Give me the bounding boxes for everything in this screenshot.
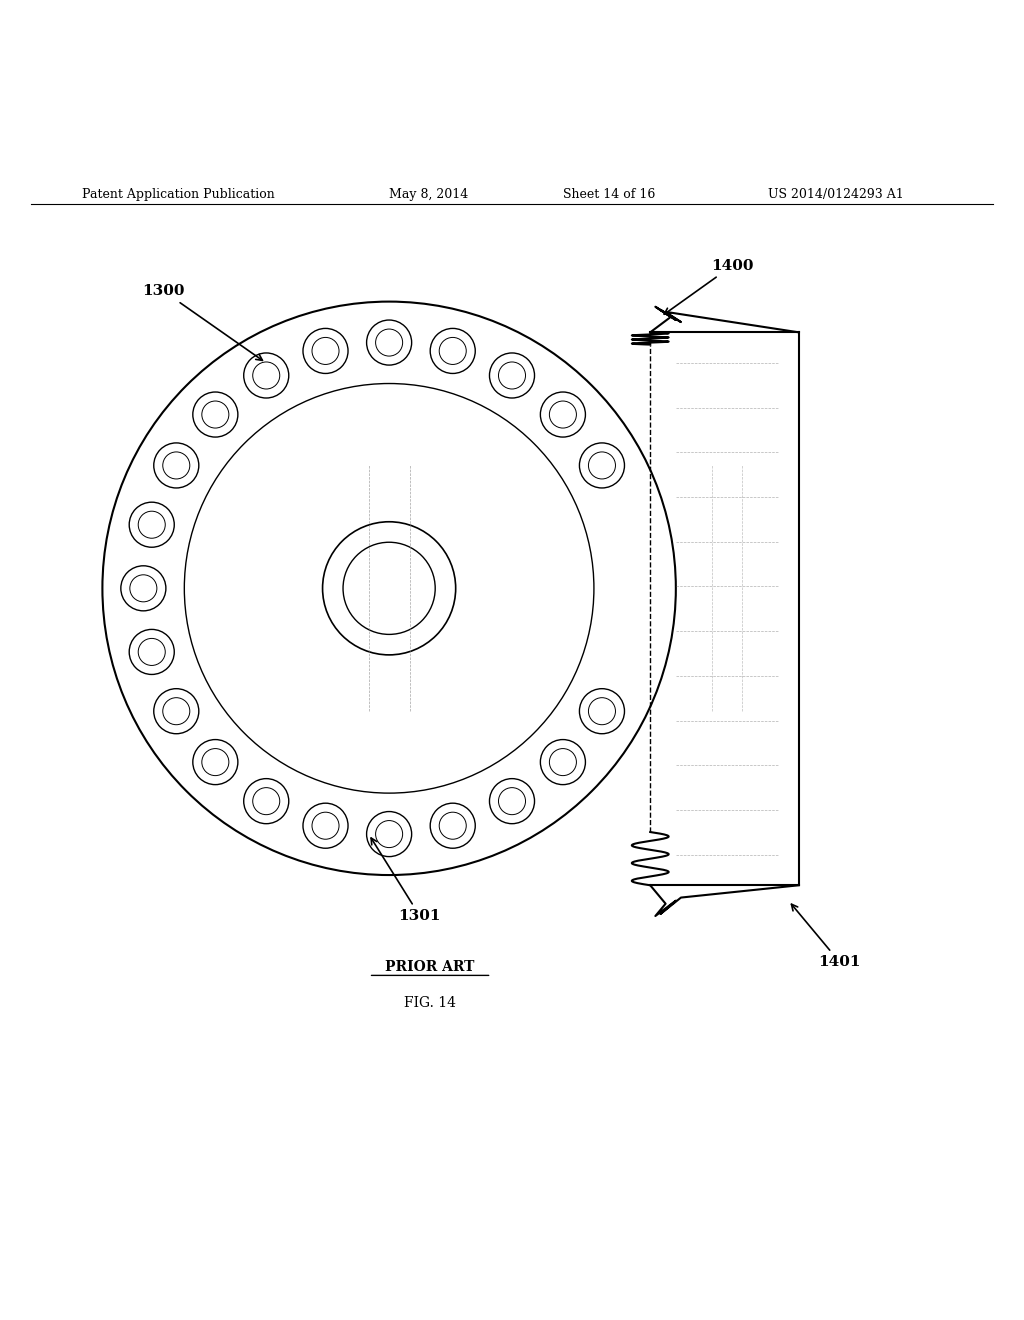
Text: PRIOR ART: PRIOR ART xyxy=(385,960,475,974)
Text: 1401: 1401 xyxy=(792,904,861,969)
Text: FIG. 14: FIG. 14 xyxy=(404,997,456,1010)
Text: 1400: 1400 xyxy=(665,259,754,314)
Text: 1300: 1300 xyxy=(142,284,262,360)
Text: Sheet 14 of 16: Sheet 14 of 16 xyxy=(563,187,655,201)
Text: US 2014/0124293 A1: US 2014/0124293 A1 xyxy=(768,187,904,201)
Text: Patent Application Publication: Patent Application Publication xyxy=(82,187,274,201)
Text: 1301: 1301 xyxy=(371,838,441,923)
Text: May 8, 2014: May 8, 2014 xyxy=(389,187,468,201)
